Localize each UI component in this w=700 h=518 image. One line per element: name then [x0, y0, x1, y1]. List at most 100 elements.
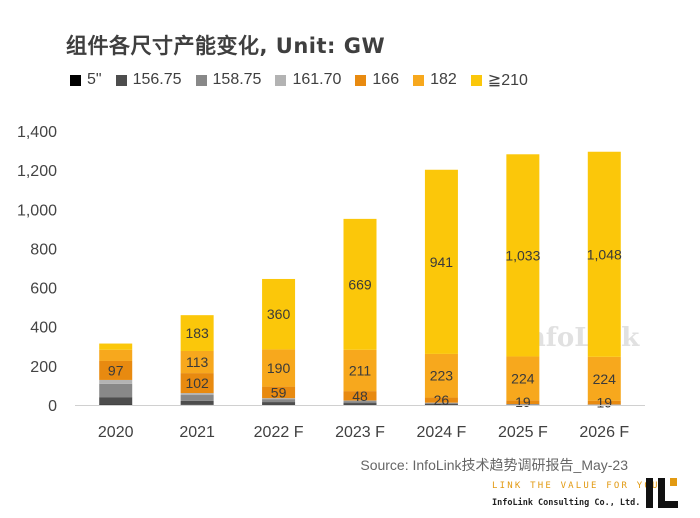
- x-tick-label: 2023 F: [335, 424, 385, 441]
- legend-item: 166: [355, 71, 399, 89]
- y-tick-label: 1,000: [17, 202, 57, 219]
- legend-item: 161.70: [275, 71, 341, 89]
- company-name: InfoLink Consulting Co., Ltd.: [492, 498, 641, 508]
- bar-segment: [180, 315, 214, 351]
- data-label: 190: [267, 360, 291, 376]
- bar-segment: [424, 397, 458, 403]
- x-tick-label: 2026 F: [579, 424, 629, 441]
- bar-segment: [424, 403, 458, 405]
- bar-segment: [180, 393, 214, 396]
- legend-item: 156.75: [115, 71, 182, 89]
- bar-segment: [99, 383, 133, 398]
- bar-segment: [424, 404, 458, 405]
- legend-label: ≧210: [487, 72, 528, 89]
- bar-segment: [424, 402, 458, 404]
- bar-segment: [506, 154, 540, 357]
- bar-segment: [262, 349, 296, 387]
- bar-segment: [506, 404, 540, 405]
- data-label: 224: [593, 371, 617, 387]
- bar-segment: [587, 356, 621, 401]
- data-label: 26: [434, 392, 450, 408]
- data-label: 1,033: [505, 247, 540, 263]
- bar-segment: [99, 404, 133, 406]
- data-label: 223: [430, 368, 454, 384]
- legend-label: 158.75: [212, 71, 262, 88]
- source-note: Source: InfoLink技术趋势调研报告_May-23: [360, 457, 628, 473]
- data-label: 224: [511, 370, 535, 386]
- legend-item: 158.75: [195, 71, 262, 89]
- data-label: 183: [185, 325, 209, 341]
- bar-segment: [424, 353, 458, 398]
- bar-segment: [99, 349, 133, 361]
- chart-title: 组件各尺寸产能变化, Unit: GW: [66, 34, 386, 58]
- data-label: 19: [515, 394, 531, 410]
- data-label: 59: [271, 384, 287, 400]
- legend-item: 5": [70, 71, 102, 89]
- bar-segment: [587, 404, 621, 405]
- bar-segment: [587, 400, 621, 405]
- bar-segment: [262, 278, 296, 350]
- data-label: 360: [267, 306, 291, 322]
- bar-segment: [343, 349, 377, 392]
- bar-segment: [506, 400, 540, 405]
- y-tick-label: 400: [30, 320, 57, 337]
- bar-segment: [180, 350, 214, 374]
- bar-segment: [180, 400, 214, 405]
- bar-segment: [180, 373, 214, 394]
- legend-swatch: [470, 74, 482, 86]
- bar-segment: [99, 343, 133, 350]
- legend-label: 182: [430, 71, 457, 88]
- legend-swatch: [275, 74, 287, 86]
- data-label: 211: [349, 362, 372, 378]
- legend-label: 156.75: [132, 71, 182, 88]
- x-tick-label: 2024 F: [417, 424, 467, 441]
- data-label: 669: [348, 276, 372, 292]
- bar-segment: [180, 395, 214, 401]
- bar-segment: [343, 400, 377, 402]
- infolink-logo-icon: [646, 478, 678, 508]
- bar-segment: [262, 398, 296, 400]
- data-label: 97: [108, 362, 124, 378]
- bar-segment: [343, 401, 377, 404]
- bar-segment: [99, 360, 133, 380]
- legend-item: 182: [413, 71, 457, 89]
- y-tick-label: 1,400: [17, 124, 57, 141]
- stacked-bar-chart: 02004006008001,0001,2001,400InfoLink9720…: [17, 124, 645, 441]
- legend-label: 166: [372, 71, 400, 88]
- data-label: 48: [352, 388, 368, 404]
- legend-swatch: [115, 74, 127, 86]
- legend-swatch: [70, 74, 81, 86]
- x-tick-label: 2025 F: [498, 424, 548, 441]
- bar-segment: [262, 386, 296, 399]
- chart-legend: 5" 156.75 158.75 161.70 166 182 ≧210: [70, 70, 528, 90]
- company-tagline: LINK THE VALUE FOR YOU: [492, 481, 660, 491]
- data-label: 941: [430, 254, 454, 270]
- y-tick-label: 200: [30, 359, 57, 376]
- x-tick-label: 2021: [179, 424, 215, 441]
- bar-segment: [262, 402, 296, 405]
- bar-segment: [424, 169, 458, 354]
- data-label: 19: [596, 395, 612, 411]
- x-tick-label: 2020: [98, 424, 134, 441]
- bar-segment: [506, 356, 540, 401]
- legend-swatch: [195, 74, 207, 86]
- y-tick-label: 600: [30, 281, 57, 298]
- legend-swatch: [413, 74, 425, 86]
- bar-segment: [506, 404, 540, 406]
- legend-label: 5": [87, 71, 102, 88]
- y-tick-label: 0: [48, 398, 57, 415]
- bar-segment: [343, 391, 377, 401]
- bar-segment: [343, 403, 377, 405]
- bar-segment: [262, 399, 296, 403]
- legend-swatch: [355, 74, 367, 86]
- x-tick-label: 2022 F: [254, 424, 304, 441]
- legend-label: 161.70: [292, 71, 342, 88]
- y-tick-label: 1,200: [17, 163, 57, 180]
- legend-item: ≧210: [470, 70, 528, 90]
- data-label: 1,048: [587, 246, 622, 262]
- y-tick-label: 800: [30, 241, 57, 258]
- bar-segment: [99, 379, 133, 384]
- bar-segment: [587, 151, 621, 357]
- data-label: 113: [186, 354, 209, 370]
- bar-segment: [99, 397, 133, 405]
